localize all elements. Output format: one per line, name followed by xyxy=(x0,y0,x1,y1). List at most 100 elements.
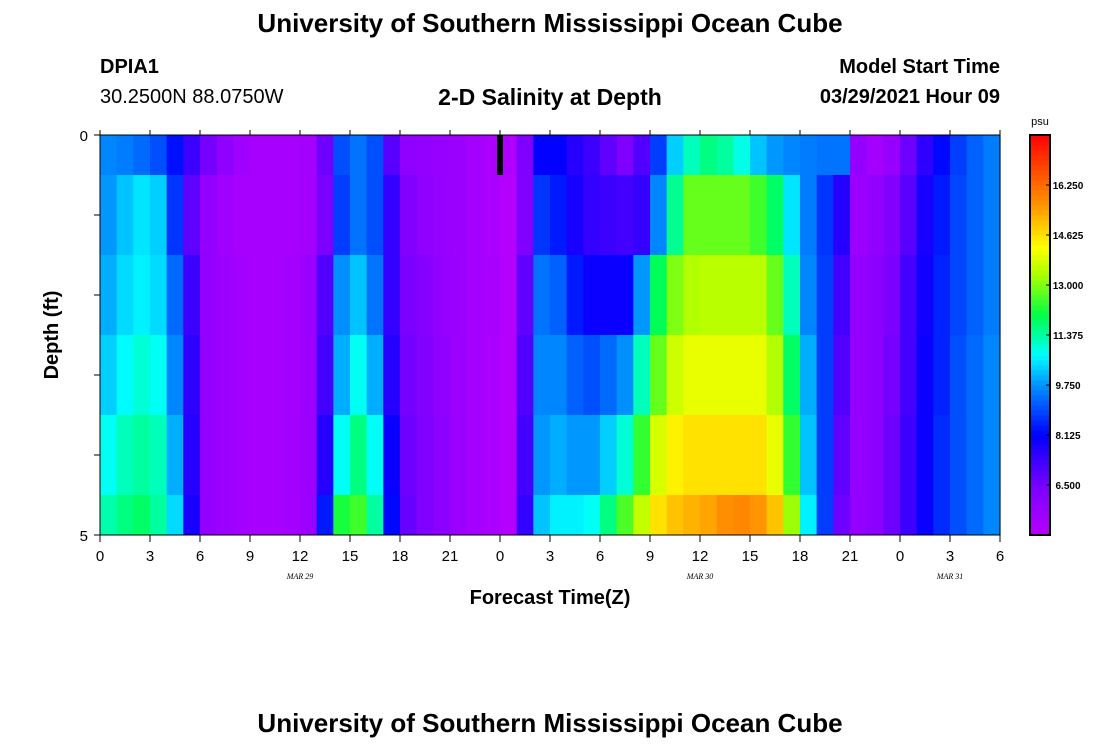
heatmap-cell xyxy=(216,495,234,536)
heatmap-cell xyxy=(583,175,601,256)
heatmap-cell xyxy=(350,255,368,336)
heatmap-cell xyxy=(533,335,551,416)
heatmap-cell xyxy=(366,255,384,336)
colorbar-segment xyxy=(1030,270,1050,276)
heatmap-cell xyxy=(500,135,518,176)
colorbar-segment xyxy=(1030,330,1050,336)
heatmap-cell xyxy=(550,175,568,256)
footer-title: University of Southern Mississippi Ocean… xyxy=(257,708,843,738)
heatmap-cell xyxy=(283,415,301,496)
heatmap-cell xyxy=(750,175,768,256)
x-tick-label: 18 xyxy=(392,548,409,565)
heatmap-cell xyxy=(916,415,934,496)
colorbar-segment xyxy=(1030,400,1050,406)
x-tick-label: 21 xyxy=(442,548,459,565)
colorbar-segment xyxy=(1030,175,1050,181)
heatmap-cell xyxy=(783,335,801,416)
heatmap-cell xyxy=(483,175,501,256)
heatmap-cell xyxy=(183,255,201,336)
heatmap-cell xyxy=(916,175,934,256)
heatmap-cell xyxy=(766,335,784,416)
heatmap-cell xyxy=(666,495,684,536)
heatmap-cell xyxy=(566,335,584,416)
colorbar-segment xyxy=(1030,245,1050,251)
heatmap-cell xyxy=(800,415,818,496)
colorbar-segment xyxy=(1030,530,1050,536)
heatmap-cell xyxy=(766,175,784,256)
heatmap-cell xyxy=(316,175,334,256)
heatmap-cell xyxy=(816,135,834,176)
heatmap-cell xyxy=(566,175,584,256)
heatmap-cell xyxy=(416,495,434,536)
heatmap-cell xyxy=(200,175,218,256)
heatmap-cell xyxy=(166,335,184,416)
heatmap-cell xyxy=(183,135,201,176)
x-tick-label: 15 xyxy=(742,548,759,565)
x-axis: 0 3 6 9 12 15 18 21 0 3 6 9 12 15 18 21 0 3 6 MAR 29 MAR 30 M… xyxy=(96,130,1004,581)
heatmap-cell xyxy=(233,335,251,416)
heatmap-cell xyxy=(400,415,418,496)
x-tick-label: 12 xyxy=(292,548,309,565)
heatmap-cell xyxy=(516,495,534,536)
heatmap-cell xyxy=(183,415,201,496)
heatmap-cell xyxy=(833,495,851,536)
colorbar-segment xyxy=(1030,370,1050,376)
colorbar-segment xyxy=(1030,480,1050,486)
colorbar-unit: psu xyxy=(1031,116,1049,128)
heatmap-cell xyxy=(216,255,234,336)
heatmap-cell xyxy=(866,255,884,336)
colorbar-segment xyxy=(1030,340,1050,346)
heatmap-cell xyxy=(983,175,1001,256)
colorbar-segment xyxy=(1030,215,1050,221)
colorbar-tick-label: 8.125 xyxy=(1055,431,1080,442)
heatmap-cell xyxy=(466,255,484,336)
heatmap-cell xyxy=(700,135,718,176)
heatmap-cell xyxy=(533,255,551,336)
heatmap-cell xyxy=(350,415,368,496)
heatmap-cell xyxy=(783,135,801,176)
x-tick-label: 18 xyxy=(792,548,809,565)
heatmap-cell xyxy=(616,175,634,256)
colorbar-segment xyxy=(1030,235,1050,241)
heatmap-cell xyxy=(133,135,151,176)
heatmap-cell xyxy=(483,255,501,336)
heatmap-cell xyxy=(366,495,384,536)
heatmap-cell xyxy=(316,415,334,496)
station-coordinates: 30.2500N 88.0750W xyxy=(100,86,284,108)
heatmap-cell xyxy=(883,135,901,176)
heatmap-cell xyxy=(400,335,418,416)
heatmap-cell xyxy=(116,335,134,416)
heatmap-cell xyxy=(350,135,368,176)
heatmap-cell xyxy=(566,415,584,496)
heatmap-cell xyxy=(850,415,868,496)
colorbar-segment xyxy=(1030,525,1050,531)
heatmap-cell xyxy=(966,415,984,496)
colorbar-segment xyxy=(1030,300,1050,306)
heatmap-cell xyxy=(733,495,751,536)
colorbar-segment xyxy=(1030,365,1050,371)
heatmap-cell xyxy=(816,495,834,536)
heatmap-cell xyxy=(500,415,518,496)
heatmap-cell xyxy=(300,255,318,336)
colorbar-segment xyxy=(1030,390,1050,396)
heatmap-cell xyxy=(833,255,851,336)
colorbar-segment xyxy=(1030,350,1050,356)
colorbar-segment xyxy=(1030,195,1050,201)
heatmap-cell xyxy=(883,175,901,256)
colorbar-segment xyxy=(1030,145,1050,151)
heatmap-cell xyxy=(866,415,884,496)
heatmap-cell xyxy=(633,135,651,176)
heatmap-cell xyxy=(266,255,284,336)
heatmap-cell xyxy=(983,415,1001,496)
colorbar-segment xyxy=(1030,415,1050,421)
heatmap-cell xyxy=(416,255,434,336)
heatmap-cell xyxy=(283,175,301,256)
heatmap-cell xyxy=(866,495,884,536)
heatmap-cell xyxy=(333,175,351,256)
heatmap-cell xyxy=(700,415,718,496)
heatmap-cell xyxy=(583,415,601,496)
colorbar-segment xyxy=(1030,290,1050,296)
heatmap-cell xyxy=(400,175,418,256)
heatmap-cell xyxy=(750,495,768,536)
colorbar-segment xyxy=(1030,405,1050,411)
